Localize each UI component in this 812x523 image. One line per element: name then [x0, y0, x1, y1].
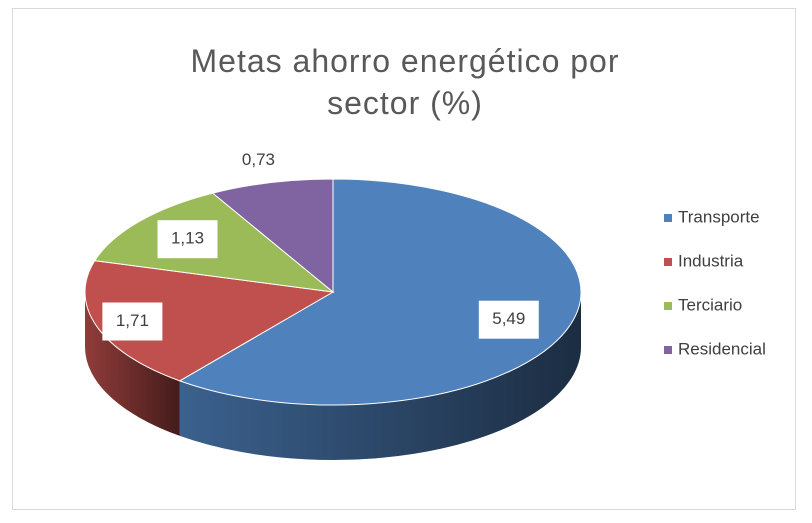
data-label-box — [478, 300, 539, 339]
legend-marker — [664, 302, 672, 310]
pie-side — [85, 292, 180, 436]
legend-label: Residencial — [678, 339, 766, 358]
data-label-box — [157, 220, 218, 259]
chart-title: Metas ahorro energético por sector (%) — [190, 43, 620, 121]
legend-label: Terciario — [678, 295, 742, 314]
data-label: 0,73 — [242, 150, 275, 169]
pie-slice — [211, 178, 334, 294]
pie-slice — [178, 178, 582, 406]
pie-side — [179, 292, 581, 460]
legend-marker — [664, 214, 672, 222]
data-label: 1,71 — [116, 311, 149, 330]
pie-slice — [84, 260, 335, 382]
legend-label: Industria — [678, 251, 744, 270]
legend-label: Transporte — [678, 207, 760, 226]
data-label-box — [102, 302, 163, 341]
chart-frame — [12, 8, 796, 510]
legend-marker — [664, 346, 672, 354]
data-label: 1,13 — [171, 229, 204, 248]
legend-marker — [664, 258, 672, 266]
data-label: 5,49 — [492, 309, 525, 328]
